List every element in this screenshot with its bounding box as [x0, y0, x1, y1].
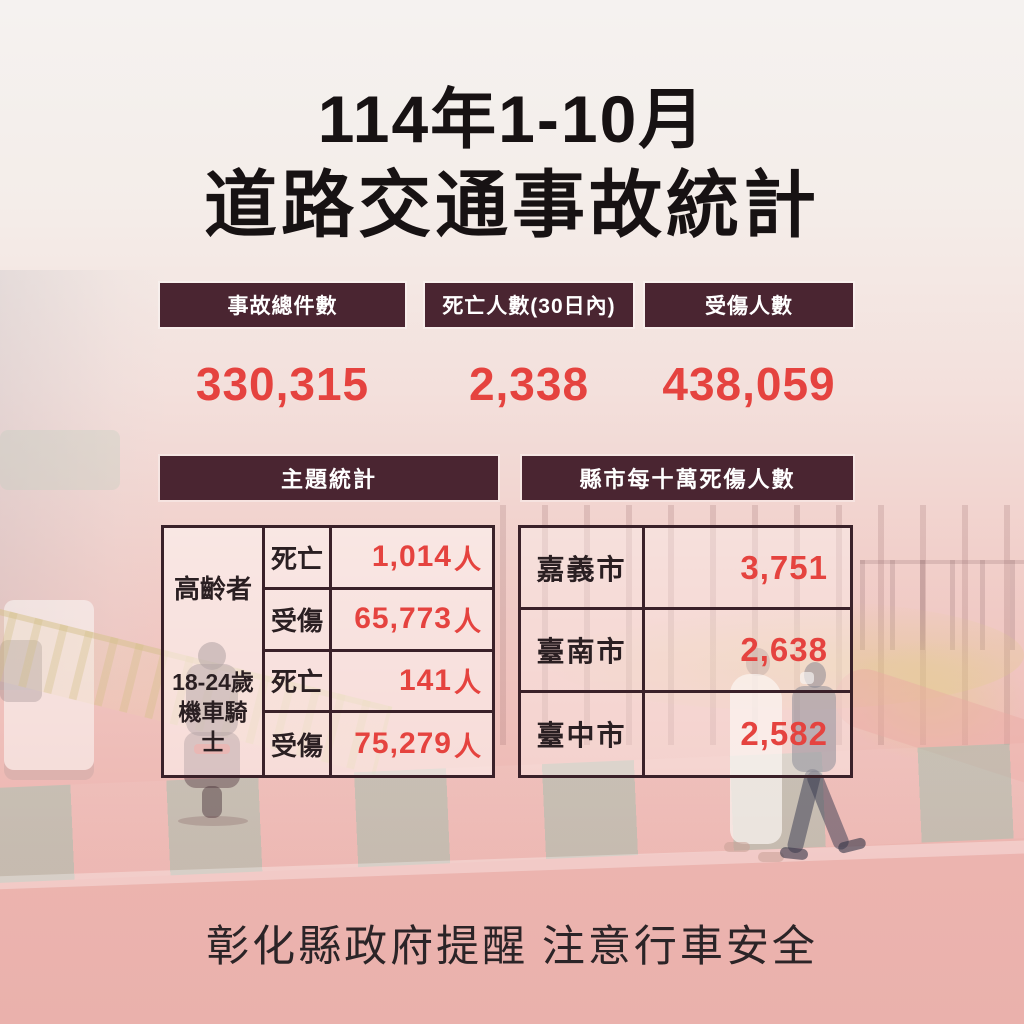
background-road-curb	[827, 661, 1024, 799]
scooter-wheel	[202, 786, 222, 818]
city-name-tainan: 臺南市	[521, 610, 645, 693]
background-truck	[4, 600, 94, 770]
topic-group-young-riders: 18-24歲機車騎士	[164, 651, 265, 775]
background-stop-line	[0, 839, 1024, 890]
city-casualty-table: 嘉義市 3,751 臺南市 2,638 臺中市 2,582	[518, 525, 853, 778]
summary-value-total-accidents: 330,315	[195, 358, 370, 410]
pedestrian-dark-leg	[785, 767, 823, 855]
summary-value-injuries: 438,059	[662, 358, 836, 410]
footer-safety-reminder: 彰化縣政府提醒 注意行車安全	[206, 924, 818, 971]
summary-total-accidents: 事故總件數 330,315	[160, 283, 405, 411]
city-name-taichung: 臺中市	[521, 692, 645, 775]
poster-title-subject: 道路交通事故統計	[204, 165, 820, 246]
value-number: 65,773	[354, 602, 452, 636]
summary-injuries: 受傷人數 438,059	[645, 283, 853, 411]
background-street-buildings	[0, 270, 165, 690]
topic-statistics-table: 高齡者 死亡 1,014 人 受傷 65,773 人 18-24歲機車騎士 死亡 1…	[161, 525, 495, 778]
topic-table-header: 主題統計	[160, 456, 498, 500]
city-value-taichung: 2,582	[645, 692, 850, 775]
value-unit: 人	[454, 731, 482, 762]
city-value-chiayi: 3,751	[645, 528, 850, 611]
topic-value-elderly-injuries: 65,773 人	[332, 589, 492, 652]
topic-value-elderly-deaths: 1,014 人	[332, 528, 492, 590]
pedestrian-dark-shoe	[837, 836, 867, 855]
summary-deaths: 死亡人數(30日內) 2,338	[425, 283, 633, 411]
topic-label-riders-deaths: 死亡	[265, 651, 332, 714]
background-foliage-right	[840, 640, 1024, 760]
value-unit: 人	[454, 668, 482, 699]
summary-label-deaths: 死亡人數(30日內)	[425, 283, 633, 327]
value-unit: 人	[454, 606, 482, 637]
value-number: 75,279	[354, 727, 452, 761]
value-number: 141	[398, 663, 452, 697]
pedestrian-light-foot	[724, 842, 750, 852]
poster-title-period: 114年1-10月	[317, 82, 707, 156]
summary-value-deaths: 2,338	[468, 358, 590, 410]
city-value-tainan: 2,638	[645, 610, 850, 693]
pedestrian-light-foot	[758, 852, 784, 862]
background-fence	[860, 560, 1024, 650]
value-number: 1,014	[371, 540, 452, 574]
summary-label-injuries: 受傷人數	[645, 283, 853, 327]
background-crosswalk-stripes	[0, 741, 1024, 884]
topic-group-elderly: 高齡者	[164, 528, 265, 652]
pedestrian-dark-leg	[804, 768, 852, 852]
city-name-chiayi: 嘉義市	[521, 528, 645, 611]
scooter-shadow	[178, 816, 248, 826]
pedestrian-dark-shoe	[779, 846, 809, 861]
topic-label-elderly-deaths: 死亡	[265, 528, 332, 590]
summary-label-total-accidents: 事故總件數	[160, 283, 405, 327]
background-road-sign	[0, 430, 120, 490]
background-car	[0, 640, 42, 702]
topic-value-riders-injuries: 75,279 人	[332, 713, 492, 775]
topic-label-elderly-injuries: 受傷	[265, 589, 332, 652]
value-unit: 人	[454, 544, 482, 575]
topic-value-riders-deaths: 141 人	[332, 651, 492, 714]
topic-label-riders-injuries: 受傷	[265, 713, 332, 775]
city-table-header: 縣市每十萬死傷人數	[522, 456, 853, 500]
